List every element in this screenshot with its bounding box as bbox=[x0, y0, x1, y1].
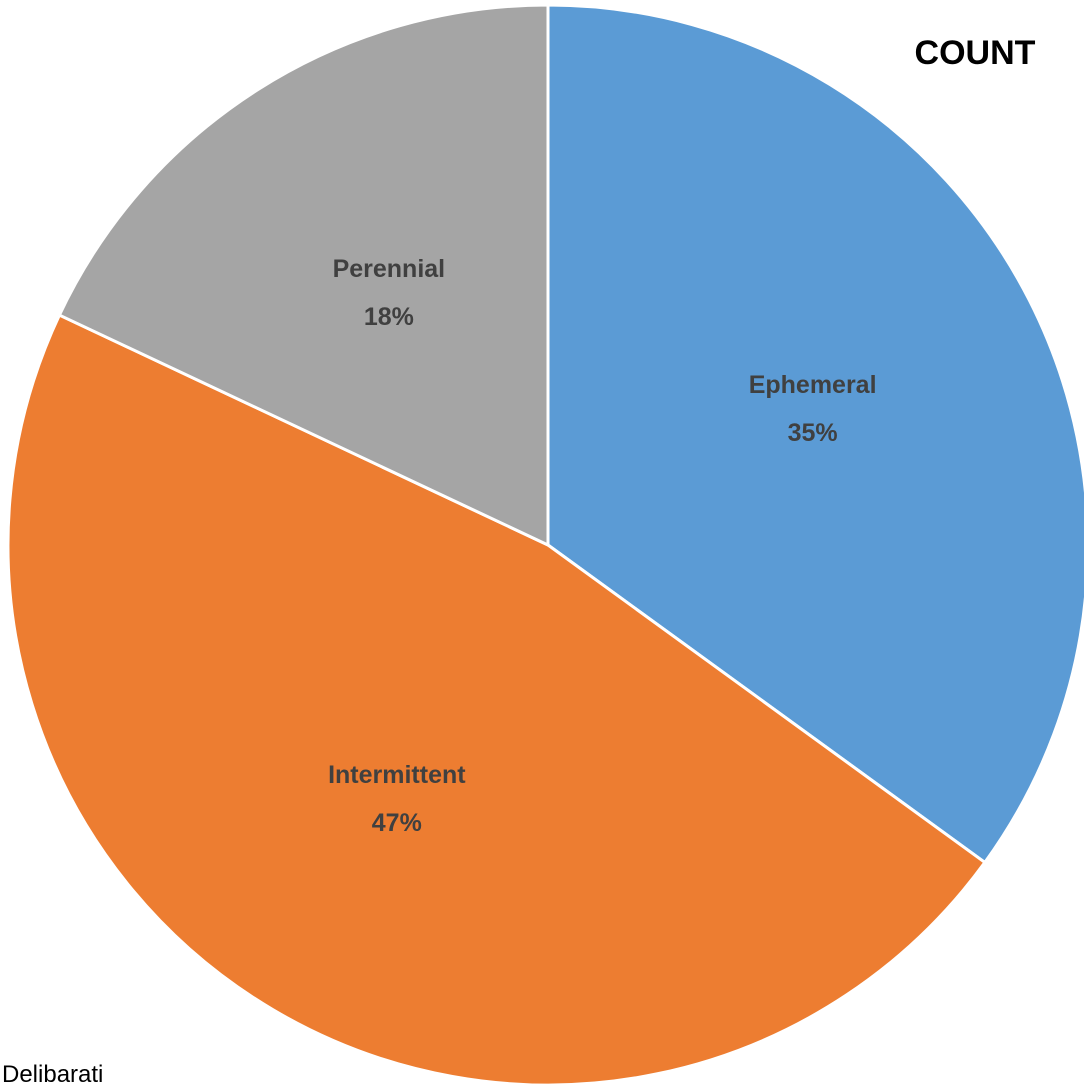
slice-label: Perennial bbox=[333, 255, 446, 283]
pie bbox=[6, 3, 1084, 1084]
slice-value-label: 35% bbox=[788, 419, 838, 447]
pie-slice bbox=[6, 313, 987, 1084]
pie-slice bbox=[57, 3, 550, 548]
slice-value-label: 18% bbox=[364, 303, 414, 331]
slice-label: Intermittent bbox=[328, 761, 466, 789]
slice-label: Ephemeral bbox=[749, 371, 877, 399]
chart-title: COUNT bbox=[915, 34, 1036, 72]
pie-slice bbox=[546, 3, 1084, 865]
slice-value-label: 47% bbox=[372, 809, 422, 837]
note: Delibarati bbox=[2, 1061, 103, 1084]
